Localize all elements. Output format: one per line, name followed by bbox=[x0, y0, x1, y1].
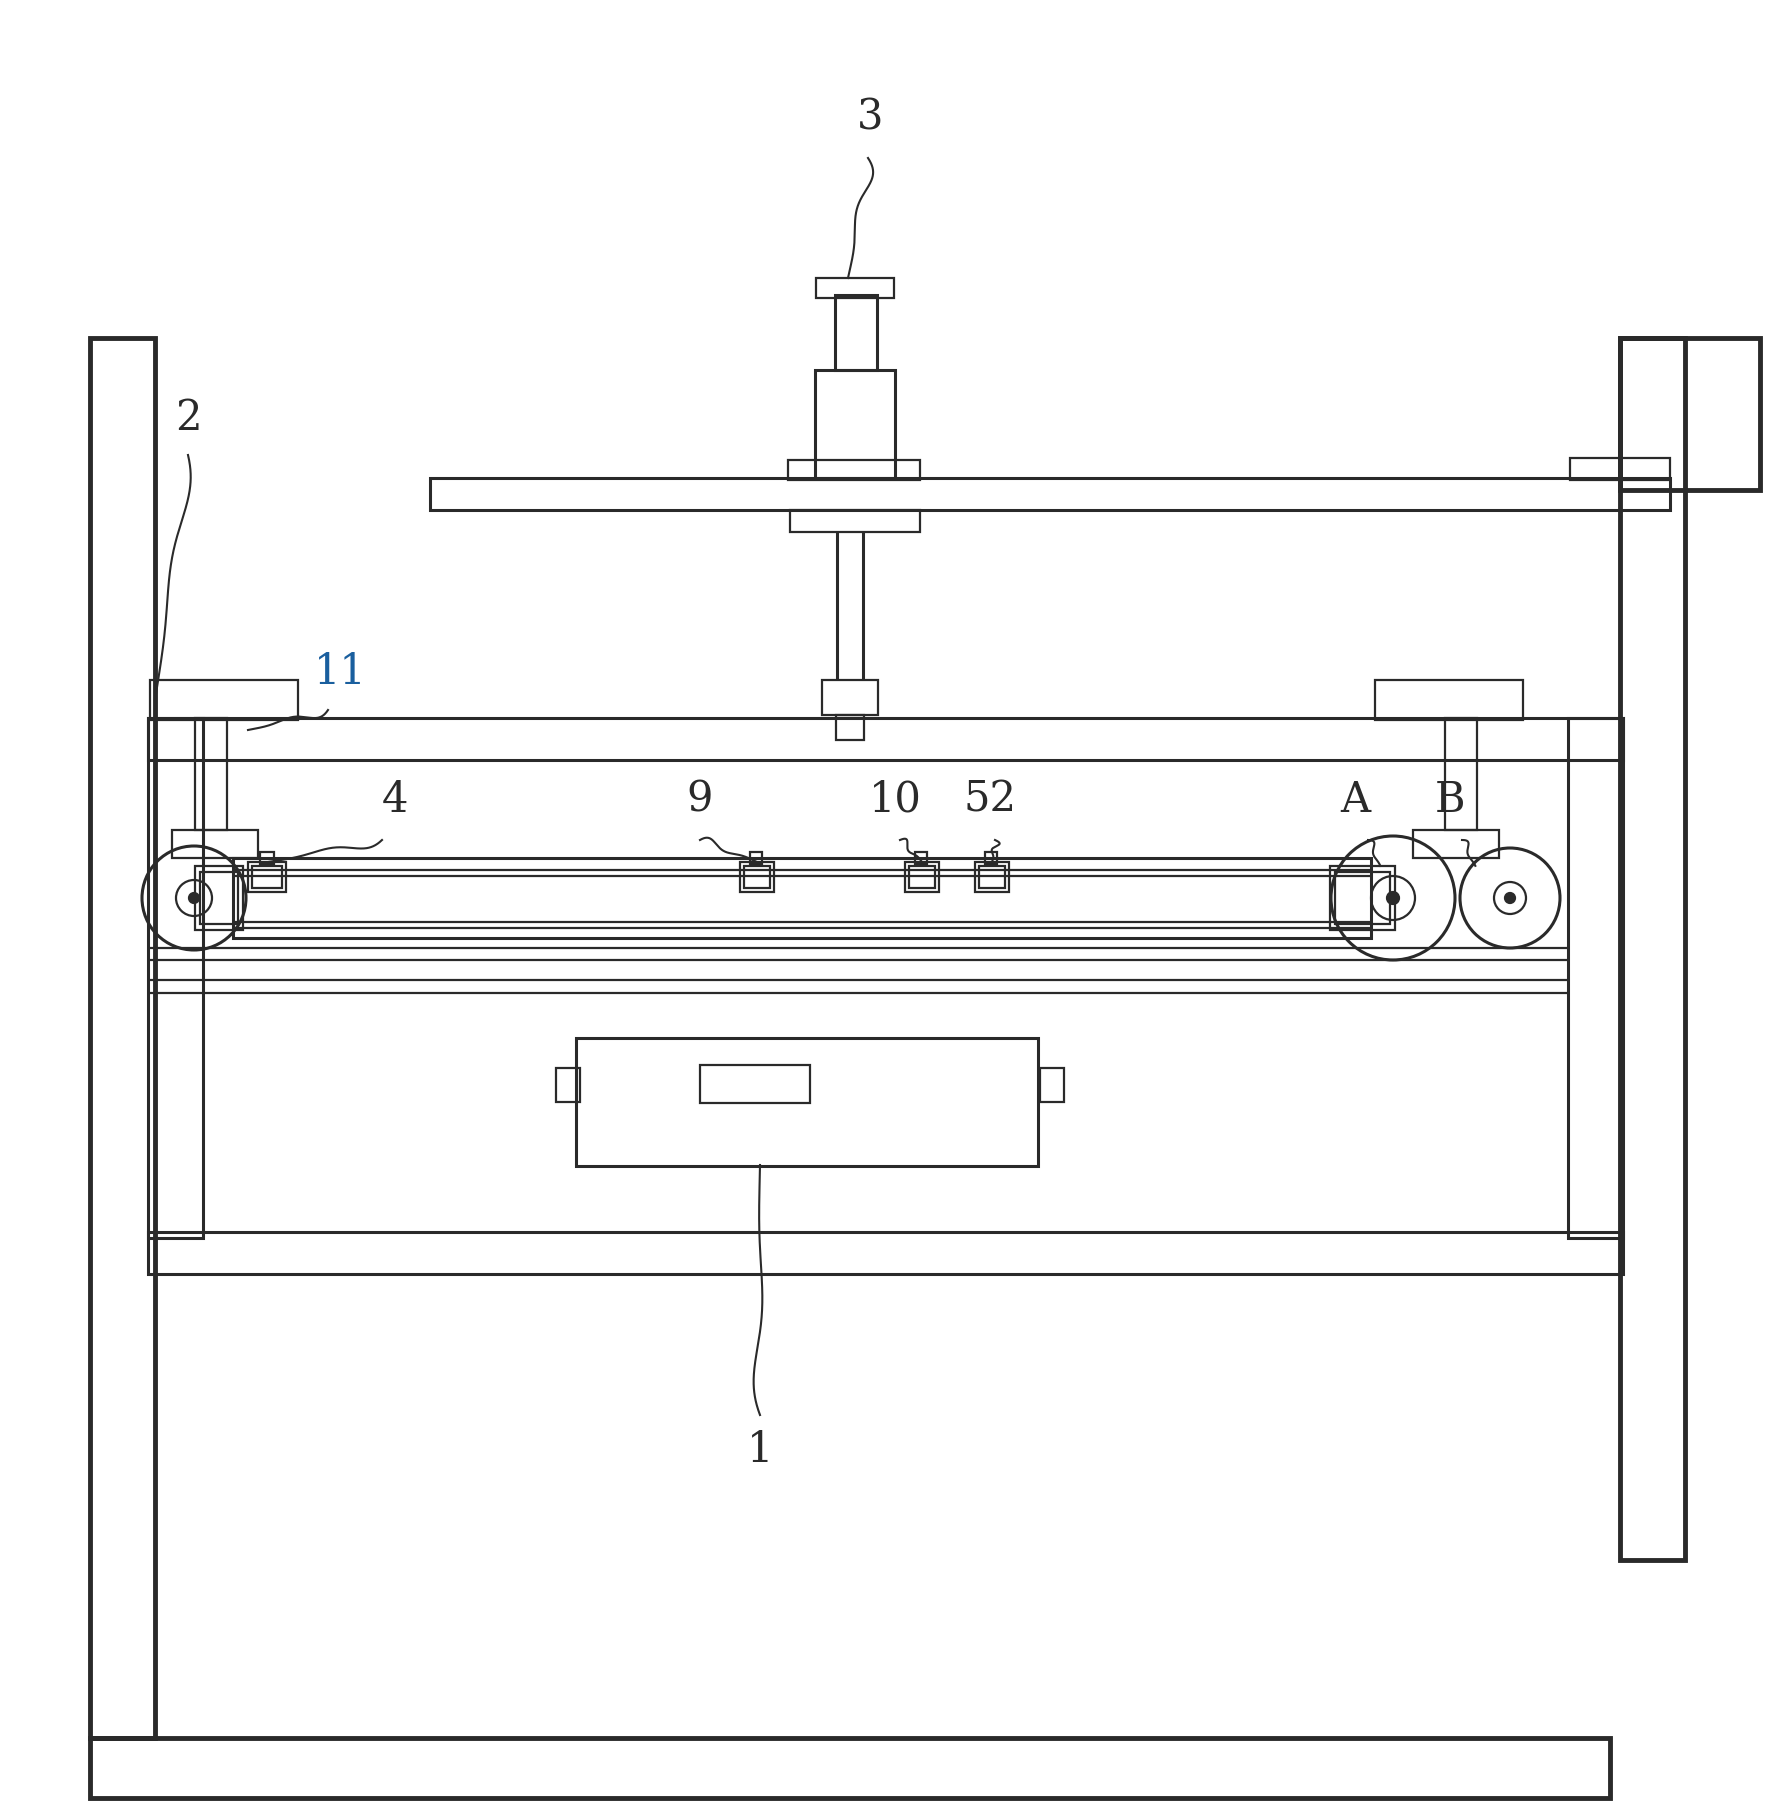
Bar bbox=[90, 1737, 1610, 1799]
Bar bbox=[147, 1232, 1622, 1274]
Bar bbox=[555, 1068, 580, 1102]
Bar bbox=[787, 460, 920, 480]
Text: 9: 9 bbox=[686, 779, 713, 821]
Bar bbox=[232, 859, 1371, 938]
Text: B: B bbox=[1434, 779, 1464, 821]
Bar bbox=[147, 718, 1622, 759]
Bar bbox=[1335, 871, 1390, 924]
Bar bbox=[252, 866, 282, 888]
Circle shape bbox=[190, 893, 199, 904]
Bar bbox=[743, 866, 769, 888]
Circle shape bbox=[1386, 891, 1399, 904]
Text: A: A bbox=[1339, 779, 1369, 821]
Bar bbox=[814, 370, 895, 478]
Bar bbox=[821, 680, 878, 714]
Bar bbox=[750, 851, 762, 864]
Bar bbox=[151, 680, 298, 720]
Bar bbox=[261, 851, 273, 864]
Bar bbox=[915, 851, 927, 864]
Bar bbox=[904, 862, 938, 891]
Bar bbox=[1445, 718, 1477, 830]
Bar bbox=[1330, 866, 1394, 931]
Bar bbox=[816, 278, 894, 298]
Bar bbox=[1567, 718, 1622, 1238]
Bar bbox=[789, 511, 920, 532]
Text: 1: 1 bbox=[746, 1429, 773, 1470]
Bar bbox=[700, 1064, 810, 1102]
Bar bbox=[248, 862, 285, 891]
Bar bbox=[195, 718, 227, 830]
Bar bbox=[195, 866, 243, 931]
Bar bbox=[979, 866, 1005, 888]
Bar bbox=[1039, 1068, 1064, 1102]
Text: 4: 4 bbox=[381, 779, 408, 821]
Bar bbox=[200, 871, 238, 924]
Text: 2: 2 bbox=[174, 397, 200, 438]
Bar bbox=[429, 478, 1668, 511]
Bar bbox=[172, 830, 257, 859]
Text: 11: 11 bbox=[314, 651, 367, 693]
Bar bbox=[835, 296, 876, 370]
Bar bbox=[1569, 458, 1668, 480]
Circle shape bbox=[1504, 893, 1514, 904]
Bar bbox=[835, 714, 863, 740]
Bar bbox=[576, 1037, 1037, 1165]
Bar bbox=[1413, 830, 1498, 859]
Bar bbox=[147, 718, 202, 1238]
Bar bbox=[975, 862, 1009, 891]
Text: 3: 3 bbox=[856, 97, 883, 139]
Text: 52: 52 bbox=[963, 779, 1016, 821]
Bar bbox=[1374, 680, 1523, 720]
Text: 10: 10 bbox=[869, 779, 920, 821]
Bar bbox=[984, 851, 996, 864]
Bar bbox=[90, 337, 154, 1737]
Bar bbox=[1619, 337, 1759, 491]
Bar bbox=[908, 866, 934, 888]
Bar bbox=[739, 862, 773, 891]
Bar bbox=[1619, 337, 1684, 1560]
